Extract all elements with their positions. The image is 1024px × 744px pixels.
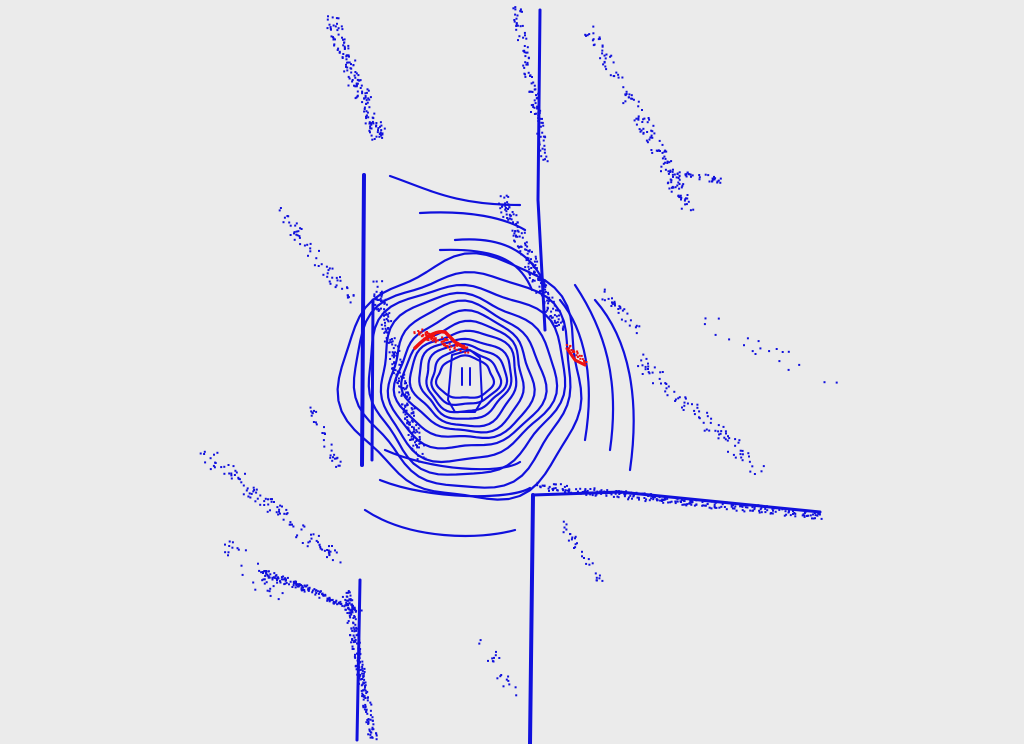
scan-ring bbox=[408, 329, 518, 428]
scan-ring bbox=[379, 291, 559, 464]
road-edge-bottom-left bbox=[341, 590, 378, 741]
ego-vehicle bbox=[447, 349, 483, 413]
wall-left bbox=[360, 173, 366, 467]
sparse-points bbox=[224, 540, 284, 601]
clutter-left-dense bbox=[372, 280, 427, 463]
scan-ring bbox=[400, 319, 525, 434]
clutter-center bbox=[498, 194, 565, 331]
scan-ring bbox=[425, 342, 509, 414]
scan-ring bbox=[392, 309, 536, 439]
scan-ring bbox=[434, 354, 496, 399]
scan-ring bbox=[352, 271, 572, 489]
clutter bbox=[601, 288, 641, 335]
vegetation-top bbox=[512, 6, 549, 163]
clutter bbox=[562, 520, 604, 582]
wall-left-inner bbox=[370, 298, 375, 462]
wall-top-right bbox=[536, 8, 547, 332]
road-edge-right bbox=[536, 481, 823, 520]
sparse-points bbox=[703, 317, 838, 384]
clutter-right bbox=[637, 353, 765, 475]
scan-ring bbox=[336, 252, 583, 501]
road-edge-lower-left bbox=[258, 569, 363, 613]
scan-line bbox=[378, 448, 532, 498]
clutter bbox=[669, 168, 722, 184]
wall-bottom bbox=[528, 493, 535, 744]
point-cloud bbox=[199, 6, 838, 744]
highlighted-object bbox=[413, 329, 467, 350]
scan-line bbox=[438, 238, 547, 292]
clutter bbox=[478, 639, 518, 697]
vegetation-top-left bbox=[326, 15, 386, 141]
wall-right bbox=[531, 490, 822, 514]
scan-ring bbox=[418, 337, 513, 420]
vegetation-right bbox=[584, 25, 695, 212]
ego-vehicle bbox=[461, 367, 471, 386]
scan-line bbox=[363, 508, 517, 538]
clutter-lower-left bbox=[199, 450, 342, 564]
scan-ring bbox=[367, 283, 567, 476]
scan-ring bbox=[386, 299, 548, 450]
clutter bbox=[309, 406, 342, 468]
highlighted-object bbox=[566, 348, 587, 367]
highlighted-object-points bbox=[413, 328, 470, 354]
highlighted-points bbox=[413, 328, 588, 367]
scan-line bbox=[558, 283, 615, 452]
highlighted-object-points bbox=[565, 344, 588, 364]
clutter-left bbox=[278, 207, 355, 304]
scan-line bbox=[593, 298, 635, 472]
